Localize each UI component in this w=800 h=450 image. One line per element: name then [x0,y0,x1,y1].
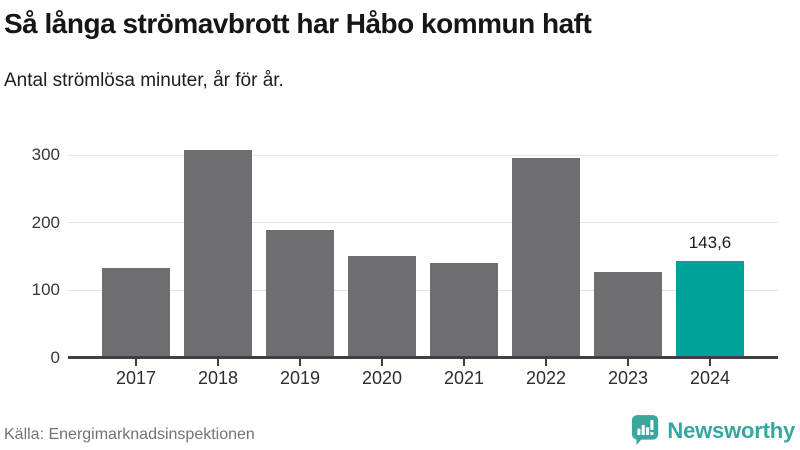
x-axis-label-2022: 2022 [525,368,567,388]
newsworthy-wordmark: Newsworthy [667,417,795,443]
bar-2020 [348,255,416,358]
x-axis-tick-2021 [463,359,465,366]
y-axis-label-300: 300 [31,145,60,164]
x-axis-label-2021: 2021 [443,368,485,388]
grid-line-100 [68,289,778,291]
x-axis-label-2024: 2024 [689,368,731,388]
x-axis-line [68,356,778,359]
y-axis-label-200: 200 [31,212,60,232]
source-caption: Källa: Energimarknadsinspektionen [4,426,255,443]
bar-2019 [266,230,334,358]
x-axis-label-2020: 2020 [361,368,403,388]
x-axis-tick-2019 [299,359,301,366]
grid-line-300 [68,154,778,156]
x-axis-tick-2018 [217,359,219,366]
y-axis-label-100: 100 [31,280,60,300]
x-axis-tick-2022 [545,359,547,366]
bar-2024 [676,260,744,358]
x-axis-tick-2023 [627,359,629,366]
bar-2021 [430,262,498,358]
x-axis-label-2023: 2023 [607,368,649,388]
x-axis-tick-2020 [381,359,383,366]
x-axis-label-2017: 2017 [115,368,157,388]
x-axis-label-2019: 2019 [279,368,321,388]
newsworthy-chart-bubble-icon [632,415,659,445]
grid-line-200 [68,222,778,224]
bar-2023 [594,272,662,358]
newsworthy-logo: Newsworthy [631,414,795,447]
bar-value-label-2024: 143,6 [688,232,732,252]
y-axis-label-0: 0 [50,348,60,367]
chart-title: Så långa strömavbrott har Håbo kommun ha… [4,8,592,39]
bar-2022 [512,158,580,358]
chart-subtitle: Antal strömlösa minuter, år för år. [4,70,284,91]
x-axis-label-2018: 2018 [197,368,239,388]
bar-2017 [102,268,170,358]
x-axis-tick-2017 [135,359,137,366]
x-axis-tick-2024 [709,359,711,366]
bar-2018 [184,149,252,358]
